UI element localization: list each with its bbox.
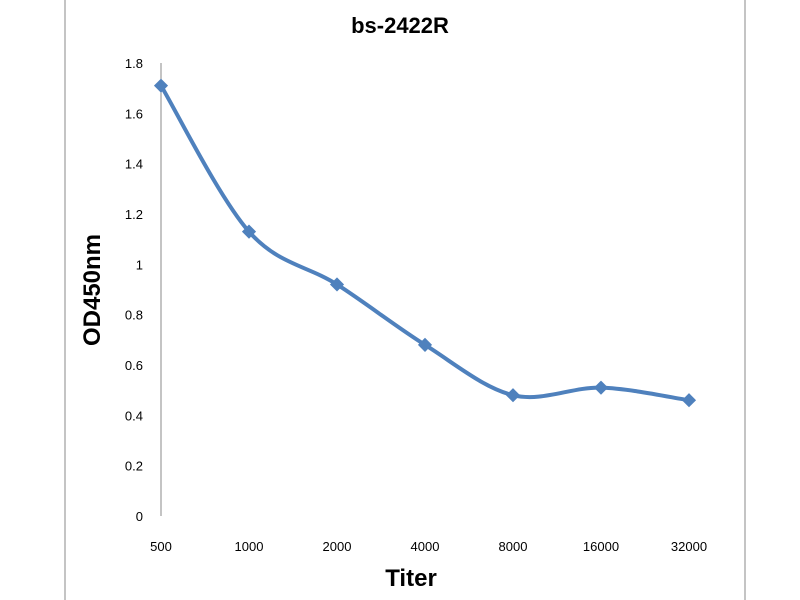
- data-point-marker: [593, 380, 609, 395]
- chart-title: bs-2422R: [351, 13, 449, 38]
- data-point-marker: [417, 337, 433, 352]
- data-point-marker: [505, 388, 521, 403]
- y-tick-label: 0.8: [125, 308, 143, 323]
- y-tick-label: 1.8: [125, 56, 143, 71]
- y-tick-label: 0: [136, 509, 143, 524]
- x-axis-label: Titer: [385, 565, 437, 592]
- x-tick-label: 16000: [583, 539, 619, 554]
- x-tick-label: 32000: [671, 539, 707, 554]
- y-tick-label: 1: [136, 257, 143, 272]
- data-point-marker: [329, 277, 345, 292]
- x-tick-label: 2000: [323, 539, 352, 554]
- x-tick-label: 4000: [411, 539, 440, 554]
- y-tick-label: 1.4: [125, 157, 143, 172]
- y-tick-label: 1.2: [125, 207, 143, 222]
- y-tick-label: 0.2: [125, 459, 143, 474]
- data-point-marker: [681, 393, 697, 408]
- x-tick-label: 1000: [235, 539, 264, 554]
- series-line: [159, 84, 690, 403]
- data-point-marker: [241, 224, 257, 239]
- y-tick-label: 1.6: [125, 106, 143, 121]
- x-tick-label: 8000: [499, 539, 528, 554]
- y-tick-label: 0.4: [125, 408, 143, 423]
- x-tick-label: 500: [150, 539, 172, 554]
- y-tick-label: 0.6: [125, 358, 143, 373]
- y-axis-label: OD450nm: [79, 234, 106, 346]
